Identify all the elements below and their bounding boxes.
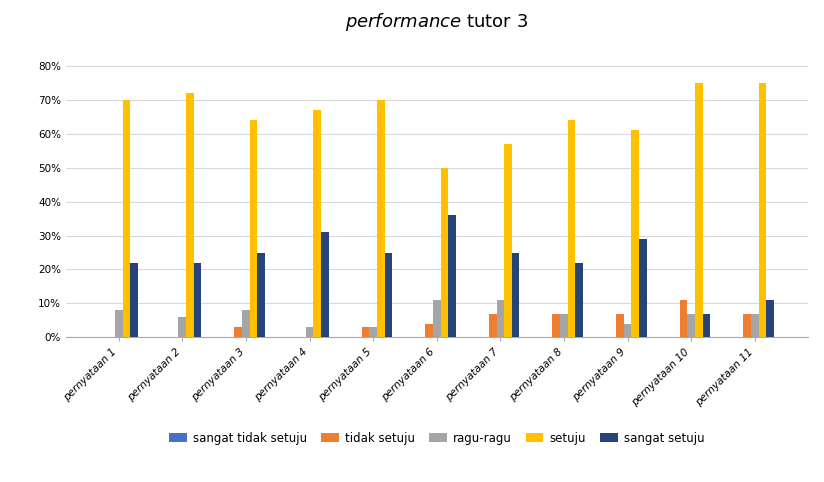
Bar <box>695 83 703 337</box>
Bar <box>194 263 201 337</box>
Bar <box>257 253 265 337</box>
Bar <box>680 300 687 337</box>
Title: $\it{performance}$ tutor 3: $\it{performance}$ tutor 3 <box>345 12 528 33</box>
Bar <box>179 317 186 337</box>
Bar <box>321 232 329 337</box>
Bar <box>624 324 631 337</box>
Bar <box>115 310 123 337</box>
Bar <box>306 327 313 337</box>
Bar <box>631 130 639 337</box>
Bar <box>497 300 504 337</box>
Bar <box>489 314 497 337</box>
Bar <box>616 314 624 337</box>
Bar <box>766 300 774 337</box>
Bar <box>504 144 512 337</box>
Bar <box>687 314 695 337</box>
Bar <box>560 314 568 337</box>
Bar <box>441 168 448 337</box>
Bar <box>743 314 751 337</box>
Bar <box>751 314 759 337</box>
Bar <box>123 100 130 337</box>
Bar <box>568 120 575 337</box>
Bar <box>362 327 369 337</box>
Bar <box>377 100 385 337</box>
Bar <box>639 239 647 337</box>
Bar <box>250 120 257 337</box>
Bar <box>433 300 441 337</box>
Bar <box>575 263 583 337</box>
Bar <box>186 93 194 337</box>
Bar <box>242 310 250 337</box>
Bar <box>448 215 456 337</box>
Bar <box>369 327 377 337</box>
Bar <box>130 263 138 337</box>
Bar <box>385 253 392 337</box>
Bar <box>512 253 519 337</box>
Bar <box>313 110 321 337</box>
Bar <box>759 83 766 337</box>
Bar <box>552 314 560 337</box>
Bar <box>703 314 710 337</box>
Bar <box>425 324 433 337</box>
Legend: sangat tidak setuju, tidak setuju, ragu-ragu, setuju, sangat setuju: sangat tidak setuju, tidak setuju, ragu-… <box>165 427 709 449</box>
Bar <box>235 327 242 337</box>
